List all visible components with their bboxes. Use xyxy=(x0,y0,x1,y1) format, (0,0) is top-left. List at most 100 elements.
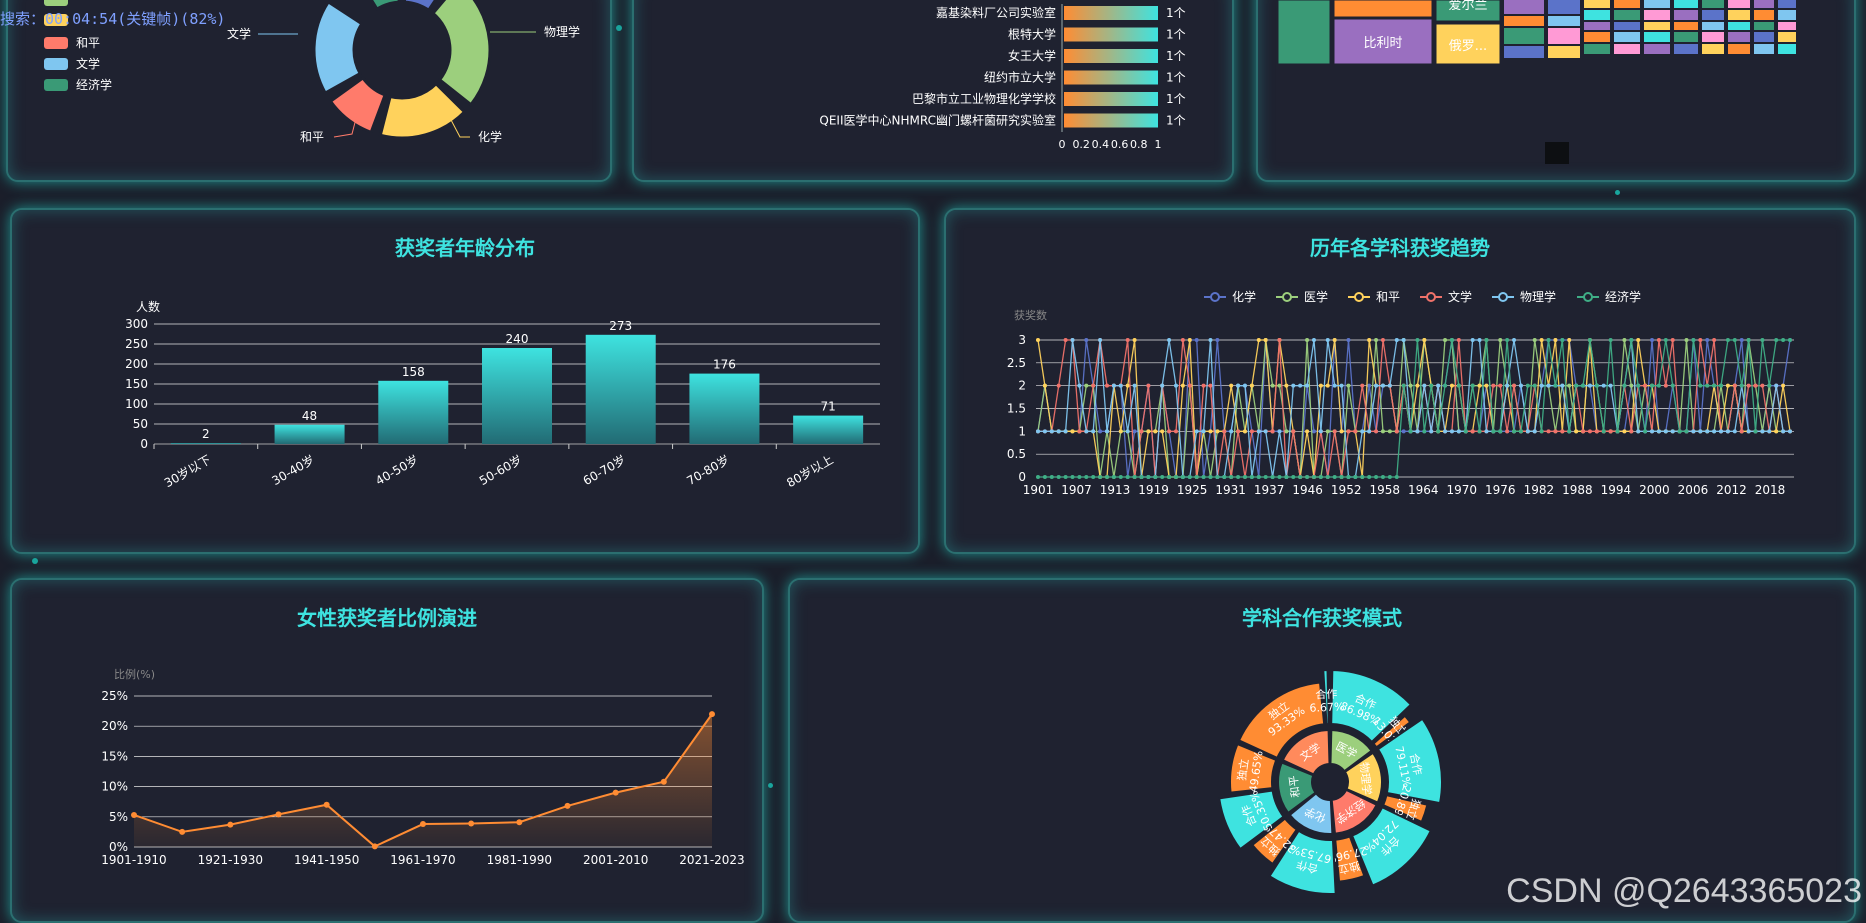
trend-point xyxy=(1477,429,1482,434)
treemap-cell xyxy=(1728,10,1750,20)
trend-point xyxy=(1546,383,1551,388)
treemap-cell xyxy=(1754,22,1774,30)
x-tick-label: 0.4 xyxy=(1092,138,1110,151)
trend-point xyxy=(1553,338,1558,342)
x-tick-label: 40-50岁 xyxy=(373,452,421,488)
institution-bar xyxy=(1064,70,1158,85)
trend-point xyxy=(1311,429,1316,434)
trend-point xyxy=(1263,338,1268,342)
trend-point xyxy=(1781,383,1786,388)
sunburst-outer-value: 49.65% xyxy=(1247,750,1266,793)
trend-point xyxy=(1208,338,1213,342)
legend-item[interactable]: 经济学 xyxy=(44,76,112,93)
trend-point xyxy=(1567,338,1572,342)
legend-marker xyxy=(1426,292,1436,302)
trend-point xyxy=(1512,429,1517,434)
trend-point xyxy=(1636,383,1641,388)
trend-point xyxy=(1139,429,1144,434)
trend-point xyxy=(1146,475,1151,479)
trend-point xyxy=(1132,383,1137,388)
trend-point xyxy=(1615,429,1620,434)
trend-point xyxy=(1746,383,1751,388)
trend-point xyxy=(1581,383,1586,388)
trend-point xyxy=(1725,383,1730,388)
institution-label: 嘉基染料厂公司实验室 xyxy=(936,5,1056,20)
trend-point xyxy=(1429,383,1434,388)
trend-point xyxy=(1056,475,1061,479)
trend-point xyxy=(1518,429,1523,434)
trend-point xyxy=(1705,338,1710,342)
institution-value: 1个 xyxy=(1166,6,1186,20)
ratio-point xyxy=(468,820,475,827)
trend-point xyxy=(1125,429,1130,434)
trend-point xyxy=(1160,383,1165,388)
trend-point xyxy=(1532,383,1537,388)
treemap-cell xyxy=(1333,18,1433,65)
treemap-cell xyxy=(1435,0,1501,22)
treemap-cell xyxy=(1548,46,1580,58)
treemap-cell xyxy=(1644,22,1670,30)
treemap-cell xyxy=(1435,23,1501,65)
trend-point xyxy=(1215,429,1220,434)
trend-point xyxy=(1277,383,1282,388)
trend-point xyxy=(1436,429,1441,434)
trend-point xyxy=(1574,429,1579,434)
bar-value-label: 71 xyxy=(821,400,836,414)
trend-point xyxy=(1415,429,1420,434)
donut-label: 和平 xyxy=(300,130,324,144)
sunburst-outer-segment xyxy=(1372,714,1412,749)
trend-point xyxy=(1305,383,1310,388)
panel-discipline-donut: 和平 文学 经济学 文学 物理学 和平 化学 xyxy=(6,0,612,182)
trend-point xyxy=(1270,429,1275,434)
trend-point xyxy=(1774,383,1779,388)
treemap-cell xyxy=(1778,44,1796,54)
treemap-cell xyxy=(1728,22,1750,30)
legend-item[interactable]: 文学 xyxy=(44,55,100,72)
legend-item[interactable]: 和平 xyxy=(44,34,100,51)
legend-label: 化学 xyxy=(1232,289,1256,304)
age-bar xyxy=(585,334,656,444)
x-tick-label: 0.6 xyxy=(1111,138,1129,151)
trend-point xyxy=(1318,383,1323,388)
sunburst-outer-label: 独立 xyxy=(1403,797,1423,822)
treemap-cell xyxy=(1584,32,1610,42)
institution-bar xyxy=(1064,113,1158,128)
trend-point xyxy=(1684,429,1689,434)
donut-segment xyxy=(431,0,492,107)
x-tick-label: 1937 xyxy=(1254,483,1285,497)
search-overlay: 搜索：00:04:54(关键帧)(82%) xyxy=(0,10,226,28)
sunburst-outer-label: 独立 xyxy=(1234,758,1251,782)
trend-point xyxy=(1346,383,1351,388)
trend-point xyxy=(1332,475,1337,479)
ratio-point xyxy=(516,819,523,826)
trend-point xyxy=(1698,429,1703,434)
trend-point xyxy=(1719,383,1724,388)
trend-point xyxy=(1691,429,1696,434)
trend-point xyxy=(1367,429,1372,434)
trend-point xyxy=(1249,383,1254,388)
trend-point xyxy=(1242,475,1247,479)
age-bar xyxy=(378,380,449,444)
donut-label: 化学 xyxy=(478,129,502,144)
trend-point xyxy=(1512,338,1517,342)
trend-point xyxy=(1574,383,1579,388)
bg-dot xyxy=(1615,190,1620,195)
sunburst-outer-segment xyxy=(1381,793,1429,824)
trend-point xyxy=(1263,475,1268,479)
institution-label: 纽约市立大学 xyxy=(984,70,1056,85)
legend-label: 经济学 xyxy=(1605,289,1641,304)
trend-point xyxy=(1560,429,1565,434)
trend-point xyxy=(1539,383,1544,388)
y-axis-title: 获奖数 xyxy=(1014,308,1047,322)
trend-point xyxy=(1360,429,1365,434)
trend-point xyxy=(1180,475,1185,479)
trend-point xyxy=(1291,475,1296,479)
ratio-point xyxy=(420,821,426,828)
trend-point xyxy=(1111,383,1116,388)
trend-point xyxy=(1380,338,1385,342)
donut-segment xyxy=(369,0,401,11)
trend-point xyxy=(1374,338,1379,342)
treemap-cell xyxy=(1778,10,1796,20)
